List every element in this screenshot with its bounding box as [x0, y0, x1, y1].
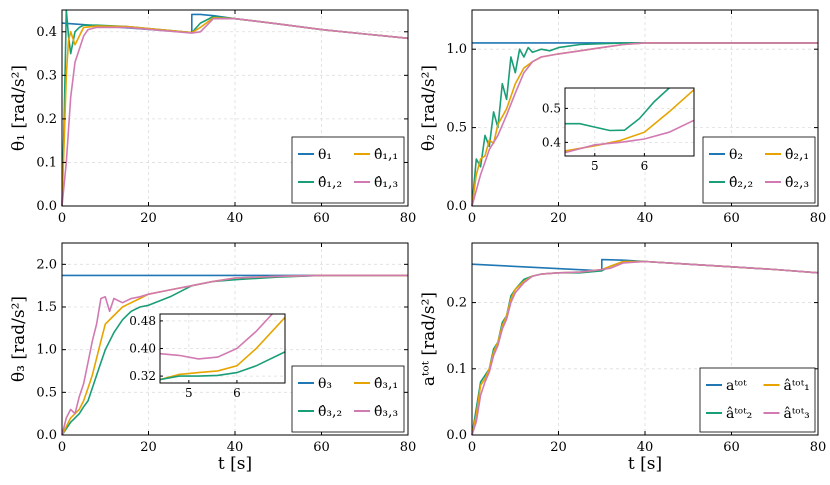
- series-line-4: [471, 260, 819, 436]
- legend: θ₂ θ̂₂,₁ θ̂₂,₂ θ̂₂,₃: [702, 136, 816, 204]
- legend-label: θ̂₃,₂: [318, 404, 342, 420]
- y-tick-label: 1.0: [36, 343, 57, 358]
- chart-panel-4: 0 20 40 60 80 0.0 0.1 0.2 aᵗᵒᵗ [rad/s²] t [s] aᵗᵒᵗ…: [419, 242, 827, 474]
- legend-label: θ̂₂,₁: [785, 147, 809, 163]
- x-tick-label: 40: [227, 211, 244, 226]
- legend-label: θ̂₁,₂: [318, 175, 342, 191]
- x-tick-label: 60: [313, 211, 330, 226]
- y-tick-label: 0.2: [36, 112, 57, 127]
- legend-box: [702, 136, 816, 204]
- y-axis-label: θ₂ [rad/s²]: [419, 65, 439, 151]
- x-tick-label: 40: [637, 211, 654, 226]
- series-line-4: [471, 42, 818, 207]
- y-tick-label: 0.3: [36, 68, 57, 83]
- x-tick-label: 0: [58, 440, 66, 455]
- legend-label: θ₁: [318, 147, 332, 163]
- x-tick-label: 80: [400, 440, 417, 455]
- inset-y-tick-label: 0.32: [129, 369, 156, 383]
- inset-frame: [564, 87, 695, 157]
- chart-panel-1: 0 20 40 60 80 0.0 0.1 0.2 0.3 0.4 θ₁ [rad/s²] θ₁ θ̂₁…: [9, 9, 417, 226]
- x-tick-label: 40: [637, 440, 654, 455]
- inset-series-line-1: [160, 314, 274, 360]
- inset-series-line-3: [160, 351, 285, 381]
- chart-panel-3: 0 20 40 60 80 0.0 0.5 1.0 1.5 2.0 θ₃ [rad/s²] t [s]…: [9, 242, 417, 474]
- inset-series-line-3: [565, 119, 694, 154]
- legend-label: θ̂₁,₁: [374, 147, 398, 163]
- x-tick-label: 0: [468, 440, 476, 455]
- y-axis-label: θ₁ [rad/s²]: [9, 65, 29, 151]
- legend-label: θ₃: [318, 376, 332, 392]
- legend-label: θ̂₃,₃: [374, 404, 398, 420]
- x-tick-label: 80: [810, 440, 827, 455]
- x-tick-label: 20: [140, 211, 157, 226]
- x-tick-label: 40: [227, 440, 244, 455]
- legend-label: âᵗᵒᵗ₁: [784, 378, 810, 394]
- y-axis-label: aᵗᵒᵗ [rad/s²]: [419, 292, 439, 386]
- legend-label: âᵗᵒᵗ₂: [726, 406, 752, 422]
- series-line-4: [61, 274, 408, 436]
- chart-panel-2: 0 20 40 60 800.00.51.0θ₂ [rad/s²]5 60.40.5θ₂ θ…: [419, 9, 827, 226]
- y-tick-label: 0.2: [446, 296, 467, 311]
- x-tick-label: 60: [313, 440, 330, 455]
- legend-label: aᵗᵒᵗ: [726, 378, 747, 394]
- x-tick-label: 60: [723, 211, 740, 226]
- x-tick-label: 0: [468, 211, 476, 226]
- y-tick-label: 0.1: [36, 155, 57, 170]
- inset-plot: 5 6 0.32 0.40 0.48: [129, 313, 286, 400]
- inset-x-tick-label: 5: [591, 159, 599, 173]
- y-tick-label: 0.0: [36, 428, 57, 443]
- legend-label: âᵗᵒᵗ₃: [784, 406, 810, 422]
- y-tick-label: 0.0: [36, 199, 57, 214]
- legend-label: θ̂₂,₂: [729, 175, 753, 191]
- y-tick-label: 1.5: [36, 300, 57, 315]
- y-tick-label: 0.4: [36, 25, 57, 40]
- legend-box: [699, 367, 816, 433]
- inset-y-tick-label: 0.48: [129, 314, 156, 328]
- series-line-2: [61, 274, 408, 436]
- series-line-4: [61, 17, 409, 207]
- x-tick-label: 20: [550, 440, 567, 455]
- y-tick-label: 2.0: [36, 257, 57, 272]
- inset-plot: 5 6 0.4 0.5: [542, 87, 695, 173]
- inset-series-line-2: [160, 316, 285, 381]
- inset-x-tick-label: 6: [233, 386, 241, 400]
- legend-label: θ₂: [729, 147, 743, 163]
- x-tick-label: 20: [550, 211, 567, 226]
- y-tick-label: 1.0: [446, 42, 467, 57]
- x-axis-label: t [s]: [218, 454, 252, 474]
- legend: θ₃ θ̂₃,₁ θ̂₃,₂ θ̂₃,₃: [291, 365, 405, 433]
- inset-x-tick-label: 5: [185, 386, 193, 400]
- inset-y-tick-label: 0.4: [542, 135, 561, 149]
- inset-y-tick-label: 0.40: [129, 342, 156, 356]
- legend-box: [291, 365, 405, 433]
- y-tick-label: 0.5: [446, 121, 467, 136]
- inset-background: [565, 88, 694, 156]
- legend-label: θ̂₁,₃: [374, 175, 398, 191]
- y-axis-label: θ₃ [rad/s²]: [9, 296, 29, 382]
- legend: aᵗᵒᵗ âᵗᵒᵗ₁ âᵗᵒᵗ₂ âᵗᵒᵗ₃: [699, 367, 816, 433]
- inset-series-line-1: [565, 88, 670, 132]
- x-tick-label: 80: [400, 211, 417, 226]
- legend: θ₁ θ̂₁,₁ θ̂₁,₂ θ̂₁,₃: [291, 136, 405, 204]
- y-tick-label: 0.1: [446, 362, 467, 377]
- x-tick-label: 60: [723, 440, 740, 455]
- inset-x-tick-label: 6: [641, 159, 649, 173]
- x-tick-label: 80: [810, 211, 827, 226]
- y-tick-label: 0.0: [446, 428, 467, 443]
- x-axis-label: t [s]: [628, 454, 662, 474]
- y-tick-label: 0.0: [446, 199, 467, 214]
- x-tick-label: 20: [140, 440, 157, 455]
- legend-label: θ̂₂,₃: [785, 175, 809, 191]
- legend-label: θ̂₃,₁: [374, 376, 398, 392]
- inset-y-tick-label: 0.5: [542, 101, 561, 115]
- legend-box: [291, 136, 405, 204]
- x-tick-label: 0: [58, 211, 66, 226]
- y-tick-label: 0.5: [36, 385, 57, 400]
